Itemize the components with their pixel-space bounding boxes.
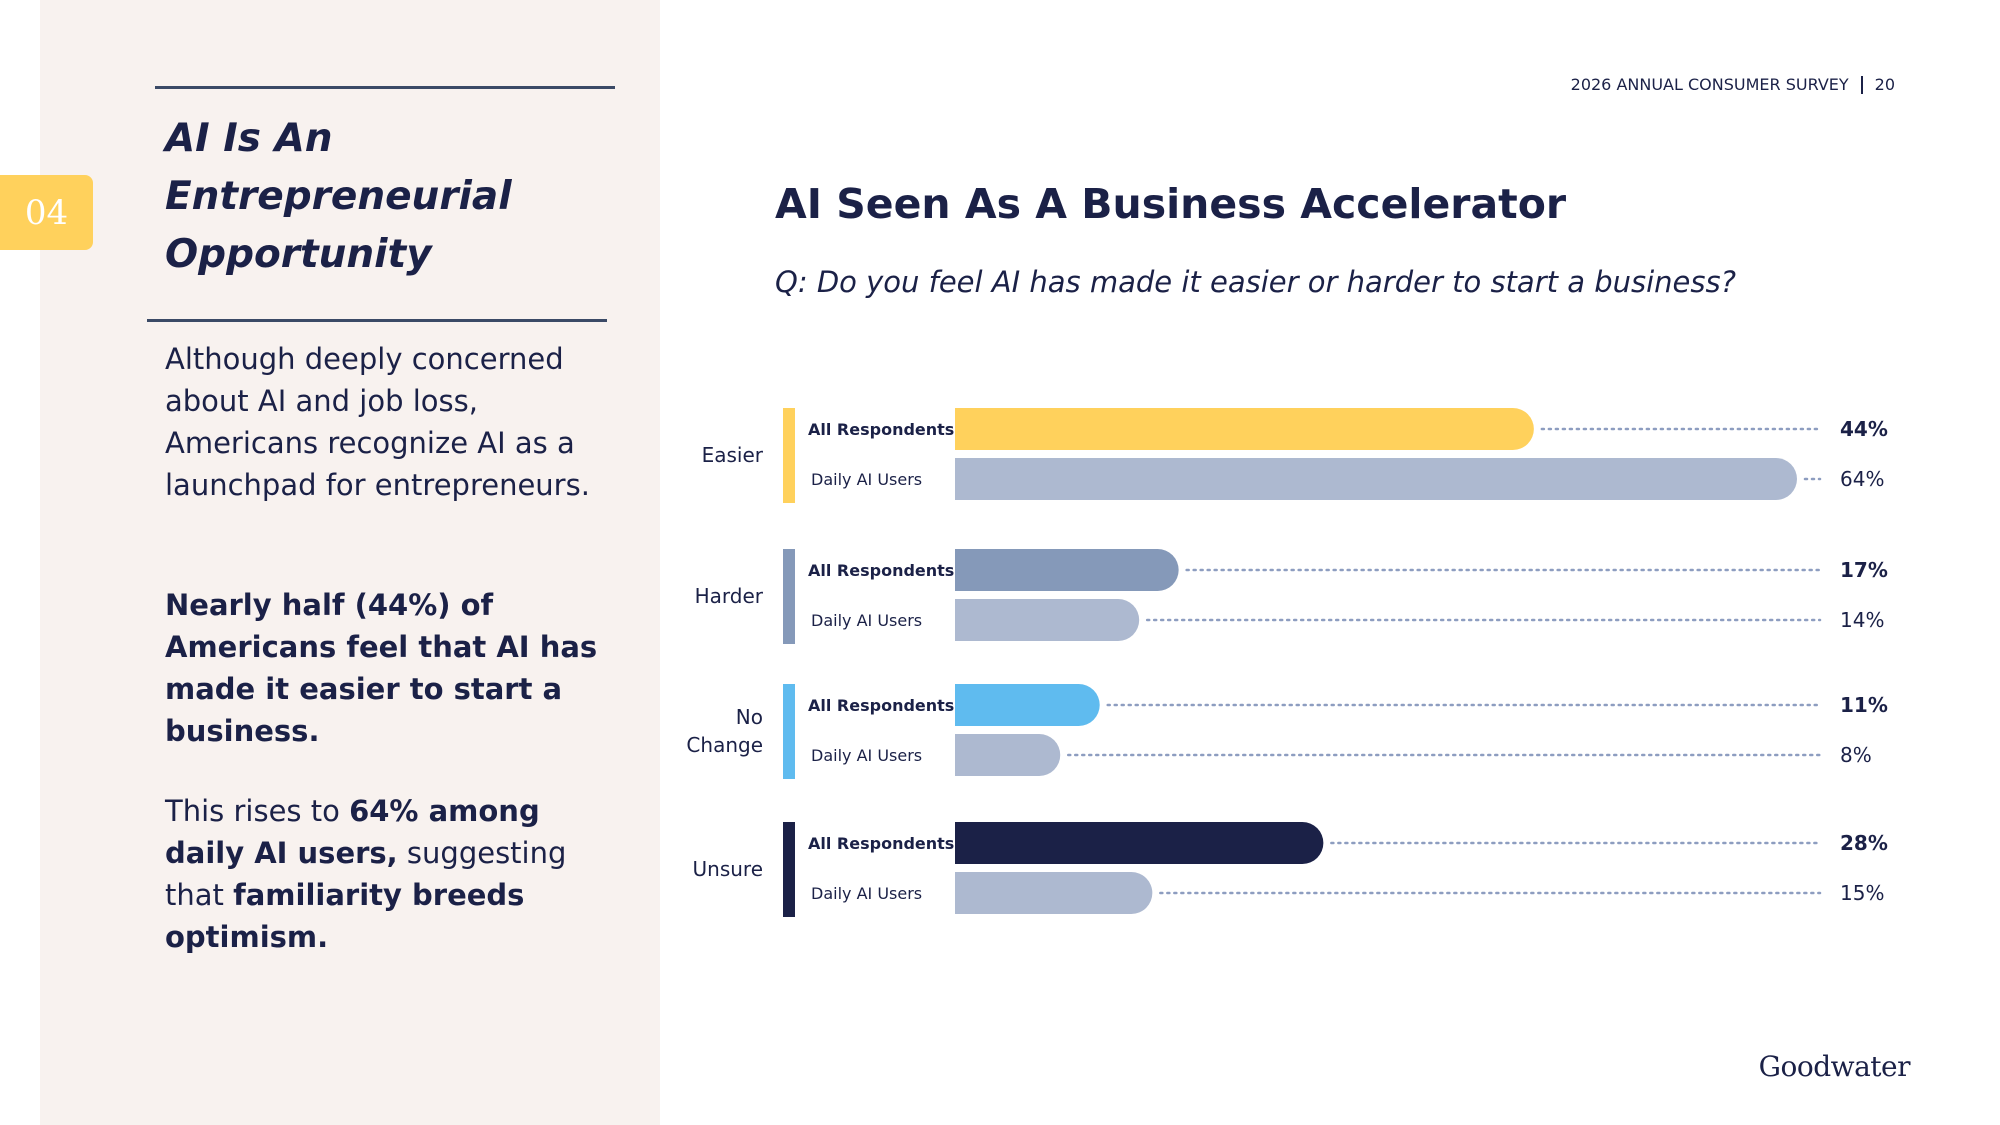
- series-label-all-respondents: All Respondents: [808, 696, 954, 715]
- page-number: 20: [1874, 75, 1895, 94]
- bar-harder-all-respondents: [955, 549, 1179, 591]
- category-marker-unsure: [783, 822, 795, 917]
- value-label-easier-all-respondents: 44%: [1840, 417, 1888, 441]
- intro-paragraph: Although deeply concerned about AI and j…: [165, 342, 590, 502]
- bar-easier-all-respondents: [955, 408, 1534, 450]
- bar-no-change-daily-ai-users: [955, 734, 1061, 776]
- rise-bold: 64% among daily AI users,: [165, 794, 540, 870]
- bar-harder-daily-ai-users: [955, 599, 1140, 641]
- value-label-no-change-daily-ai-users: 8%: [1840, 743, 1872, 767]
- value-label-harder-daily-ai-users: 14%: [1840, 608, 1884, 632]
- bar-easier-daily-ai-users: [955, 458, 1797, 500]
- rise-bold-2: familiarity breeds optimism.: [165, 878, 525, 954]
- highlight-paragraph: Nearly half (44%) of Americans feel that…: [165, 584, 605, 752]
- section-number-tab: 04: [0, 175, 93, 250]
- goodwater-logo: Goodwater: [1758, 1050, 1911, 1083]
- category-marker-harder: [783, 549, 795, 644]
- page-header: 2026 ANNUAL CONSUMER SURVEY 20: [1571, 75, 1895, 94]
- rise-prefix: This rises to: [165, 794, 350, 828]
- bar-unsure-all-respondents: [955, 822, 1324, 864]
- value-label-no-change-all-respondents: 11%: [1840, 693, 1888, 717]
- category-marker-no-change: [783, 684, 795, 779]
- value-label-harder-all-respondents: 17%: [1840, 558, 1888, 582]
- series-label-all-respondents: All Respondents: [808, 834, 954, 853]
- category-label-easier: Easier: [702, 443, 764, 467]
- survey-question: Q: Do you feel AI has made it easier or …: [775, 265, 1736, 299]
- series-label-daily-ai-users: Daily AI Users: [811, 884, 922, 903]
- category-label-no-change-2: Change: [686, 733, 763, 757]
- sidebar-panel: [40, 0, 660, 1125]
- series-label-all-respondents: All Respondents: [808, 420, 954, 439]
- value-label-easier-daily-ai-users: 64%: [1840, 467, 1884, 491]
- rise-paragraph: This rises to 64% among daily AI users, …: [165, 790, 605, 958]
- sidebar-top-rule: [155, 86, 615, 89]
- bar-unsure-daily-ai-users: [955, 872, 1153, 914]
- value-label-unsure-all-respondents: 28%: [1840, 831, 1888, 855]
- survey-title: 2026 ANNUAL CONSUMER SURVEY: [1570, 75, 1849, 94]
- value-label-unsure-daily-ai-users: 15%: [1840, 881, 1884, 905]
- header-separator: [1860, 75, 1863, 94]
- series-label-daily-ai-users: Daily AI Users: [811, 611, 922, 630]
- chart-title: AI Seen As A Business Accelerator: [775, 180, 1567, 228]
- series-label-daily-ai-users: Daily AI Users: [811, 746, 922, 765]
- category-label-no-change-1: No: [736, 705, 763, 729]
- section-title: AI Is An Entrepreneurial Opportunity: [165, 116, 512, 277]
- series-label-daily-ai-users: Daily AI Users: [811, 470, 922, 489]
- rise-mid: suggesting that: [165, 836, 567, 912]
- sidebar-mid-rule: [147, 319, 607, 322]
- category-label-harder: Harder: [695, 584, 764, 608]
- category-label-unsure: Unsure: [693, 857, 764, 881]
- bar-no-change-all-respondents: [955, 684, 1100, 726]
- highlight-text: Nearly half (44%) of Americans feel that…: [165, 588, 598, 748]
- category-marker-easier: [783, 408, 795, 503]
- series-label-all-respondents: All Respondents: [808, 561, 954, 580]
